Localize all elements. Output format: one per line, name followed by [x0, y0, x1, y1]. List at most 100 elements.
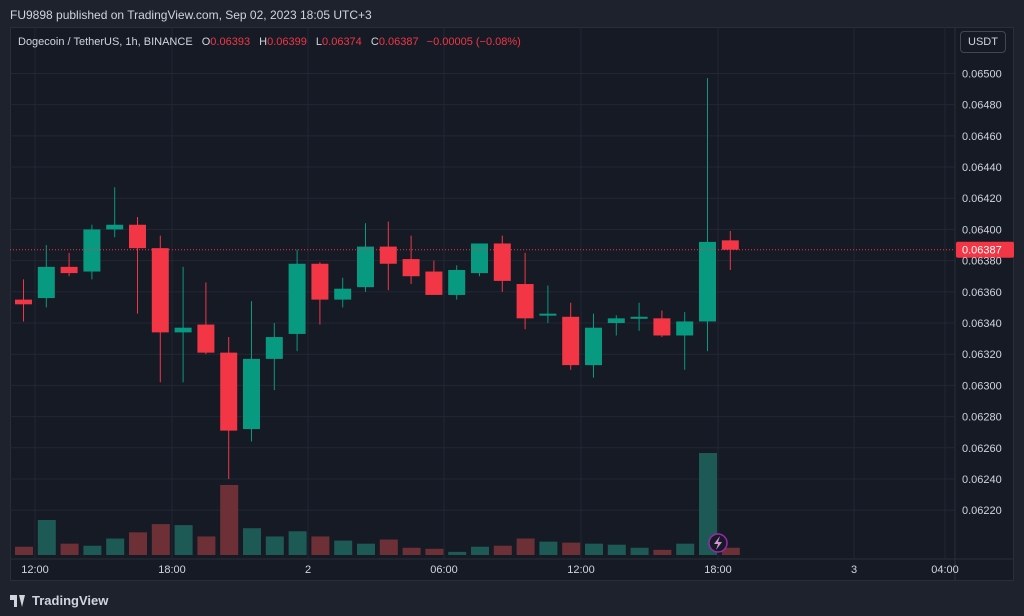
candle-body	[448, 269, 466, 295]
candle-body	[630, 316, 648, 319]
price-tick-label: 0.06380	[962, 256, 1002, 268]
open-value: 0.06393	[210, 36, 251, 48]
price-tick-label: 0.06320	[962, 349, 1002, 361]
candle-body	[311, 263, 329, 300]
close-label: C	[370, 36, 379, 48]
volume-bar	[37, 519, 56, 555]
time-tick-label: 3	[851, 564, 857, 576]
last-price-line: 0.06387	[10, 241, 1014, 258]
candle-body	[265, 337, 283, 359]
symbol-legend: Dogecoin / TetherUS, 1h, BINANCE O0.0639…	[18, 36, 521, 48]
candle-body	[539, 313, 557, 316]
publish-header: FU9898 published on TradingView.com, Sep…	[0, 0, 1024, 28]
open-label: O	[201, 36, 211, 48]
candle-body	[471, 243, 488, 274]
price-tick-label: 0.06340	[962, 318, 1002, 330]
price-tick-label: 0.06260	[962, 443, 1002, 455]
volume-bar	[516, 538, 535, 555]
volume-bar	[607, 544, 626, 555]
last-price-tag	[956, 241, 1014, 258]
volume-bar	[129, 532, 147, 555]
volume-bar	[357, 543, 375, 555]
volume-bars	[15, 453, 740, 555]
candle-body	[653, 318, 671, 336]
price-tick-label: 0.06220	[962, 505, 1002, 517]
time-tick-label: 12:00	[567, 564, 595, 576]
candle-body	[288, 263, 306, 334]
candle-body	[676, 321, 694, 336]
volume-bar	[174, 525, 193, 555]
volume-bar	[334, 540, 353, 555]
price-axis: 0.06500 0.06480 0.06460 0.06440 0.06420 0.064…	[962, 68, 1002, 517]
volume-bar	[402, 547, 421, 555]
time-tick-label: 06:00	[430, 564, 458, 576]
last-price-label: 0.06387	[962, 245, 1002, 257]
volume-bar	[265, 536, 284, 555]
volume-bar	[243, 528, 261, 555]
time-tick-label: 12:00	[21, 564, 49, 576]
change-value: −0.00005 (−0.08%)	[426, 36, 521, 48]
footer: TradingView	[0, 583, 1024, 616]
volume-bar	[585, 543, 603, 555]
volume-bar	[539, 541, 558, 555]
time-tick-label: 18:00	[704, 564, 732, 576]
price-chart[interactable]: 0.06387 0.065000.064800.064600.064400.06…	[10, 27, 1014, 581]
low-label: L	[315, 36, 323, 48]
candle-body	[562, 316, 580, 366]
volume-bar	[699, 453, 717, 555]
price-tick-label: 0.06460	[962, 131, 1002, 143]
candle-body	[243, 358, 260, 430]
price-tick-label: 0.06360	[962, 287, 1002, 299]
price-tick-label: 0.06440	[962, 162, 1002, 174]
candle-body	[174, 327, 192, 333]
candle-body	[516, 284, 534, 319]
candle-body	[15, 299, 32, 305]
currency-button[interactable]: USDT	[960, 31, 1006, 53]
candle-body	[106, 224, 124, 230]
volume-bar	[288, 531, 307, 555]
price-tick-label: 0.06240	[962, 474, 1002, 486]
volume-bar	[311, 536, 330, 555]
candle-body	[151, 248, 169, 333]
symbol-name[interactable]: Dogecoin / TetherUS, 1h, BINANCE	[18, 36, 193, 48]
volume-bar	[493, 545, 512, 555]
brand-name: TradingView	[32, 593, 109, 608]
volume-bar	[151, 524, 170, 555]
candle-body	[425, 271, 443, 295]
volume-bar	[15, 546, 33, 555]
candle-body	[129, 224, 146, 249]
volume-bar	[83, 545, 102, 555]
tradingview-logo[interactable]: TradingView	[10, 593, 108, 608]
time-tick-label: 04:00	[931, 564, 959, 576]
close-value: 0.06387	[378, 36, 419, 48]
candles	[15, 78, 739, 479]
candle-body	[60, 266, 78, 274]
candle-body	[379, 246, 397, 264]
volume-bar	[425, 548, 444, 555]
volume-bar	[721, 547, 740, 555]
time-axis: 12:00 18:00 2 06:00 12:00 18:00 3 04:00	[21, 564, 959, 576]
volume-bar	[471, 546, 489, 555]
candle-body	[220, 352, 238, 431]
volume-bar	[448, 551, 467, 555]
price-tick-label: 0.06500	[962, 68, 1002, 80]
high-label: H	[259, 36, 268, 48]
high-value: 0.06399	[267, 36, 307, 48]
candle-body	[334, 288, 352, 300]
volume-bar	[562, 542, 581, 555]
candle-body	[699, 241, 716, 322]
volume-bar	[676, 543, 695, 555]
volume-bar	[60, 543, 79, 555]
volume-bar	[653, 549, 672, 555]
price-tick-label: 0.06300	[962, 380, 1002, 392]
flash-icon	[708, 533, 728, 553]
tradingview-logo-icon	[10, 594, 26, 607]
candle-body	[607, 318, 625, 324]
low-value: 0.06374	[322, 36, 362, 48]
candle-body	[197, 324, 215, 353]
price-tick-label: 0.06420	[962, 193, 1002, 205]
volume-bar	[220, 484, 239, 555]
candle-body	[402, 259, 420, 277]
time-tick-label: 18:00	[158, 564, 186, 576]
candle-body	[493, 243, 511, 281]
